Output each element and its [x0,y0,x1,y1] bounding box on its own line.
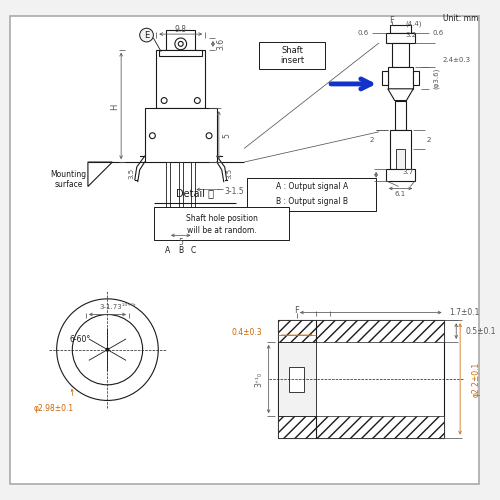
Bar [278,342,316,416]
Text: A: A [166,246,170,256]
Circle shape [175,38,186,50]
Bar [382,71,388,85]
Bar [394,100,406,130]
Text: 6.1: 6.1 [395,192,406,198]
Text: B: B [178,246,184,256]
Text: 2.4±0.3: 2.4±0.3 [442,56,470,62]
Text: 5: 5 [178,238,183,246]
Text: 6-60°: 6-60° [70,336,90,344]
Circle shape [56,299,158,400]
Bar [388,68,413,89]
Text: 2: 2 [426,136,431,142]
Bar [278,416,444,438]
Text: 5: 5 [222,134,231,138]
Text: 3.5: 3.5 [129,168,135,179]
Text: φ2.98±0.1: φ2.98±0.1 [34,404,74,413]
Text: 3.2: 3.2 [406,32,416,38]
Text: 3-1.73¹⁰⁺⁰ʳ: 3-1.73¹⁰⁺⁰ʳ [99,304,136,310]
Text: Mounting
surface: Mounting surface [50,170,86,190]
Text: (4.4): (4.4) [406,20,422,26]
Text: 0.6: 0.6 [357,30,368,36]
Text: Detail Ⓔ: Detail Ⓔ [176,188,214,198]
Bar [278,320,444,438]
Text: Unit: mm: Unit: mm [444,14,478,22]
Text: 9.8: 9.8 [174,24,186,34]
Bar [390,26,411,33]
Text: 0.5±0.1: 0.5±0.1 [466,326,496,336]
Bar [159,50,202,56]
Circle shape [178,42,183,46]
Circle shape [194,98,200,103]
Bar [166,162,170,226]
Bar [247,178,376,211]
Circle shape [72,314,142,385]
Circle shape [206,133,212,138]
Text: B : Output signal B: B : Output signal B [276,196,347,205]
Bar [386,169,415,180]
Polygon shape [89,328,126,371]
Bar [166,30,196,50]
Text: F: F [294,306,300,315]
Text: C: C [191,246,196,256]
Bar [278,320,444,342]
Bar [396,150,406,169]
Text: φ2.2±0.1: φ2.2±0.1 [472,362,481,396]
Bar [392,43,409,68]
Text: 3.6: 3.6 [216,38,226,50]
Text: (φ3.6): (φ3.6) [433,68,440,88]
Circle shape [161,98,167,103]
Polygon shape [96,336,120,356]
Bar [289,367,304,392]
Text: A : Output signal A: A : Output signal A [276,182,348,191]
Bar [386,33,415,43]
Text: 3-1.5: 3-1.5 [224,187,244,196]
Bar [192,162,196,226]
Text: E: E [144,30,149,40]
Text: Shaft hole position: Shaft hole position [186,214,258,223]
Text: 2: 2 [369,136,374,142]
Text: will be at random.: will be at random. [187,226,256,235]
Bar [413,71,419,85]
Text: Shaft
insert: Shaft insert [280,46,304,66]
Bar [156,50,205,108]
Polygon shape [388,89,413,101]
Bar [390,130,411,169]
Text: H: H [110,103,119,110]
Text: 3⁺¹₀: 3⁺¹₀ [254,372,264,386]
Circle shape [150,133,156,138]
Text: 0.4±0.3: 0.4±0.3 [231,328,262,336]
Bar [154,207,289,240]
Circle shape [140,28,153,42]
Text: 3.7: 3.7 [402,169,413,175]
Bar [259,42,326,70]
Circle shape [106,348,109,351]
Text: F: F [390,16,394,25]
Text: 1.7±0.1: 1.7±0.1 [450,308,480,317]
Bar [179,162,182,226]
Text: 0.6: 0.6 [433,30,444,36]
Bar [144,108,217,162]
Text: 3.5: 3.5 [226,168,232,179]
